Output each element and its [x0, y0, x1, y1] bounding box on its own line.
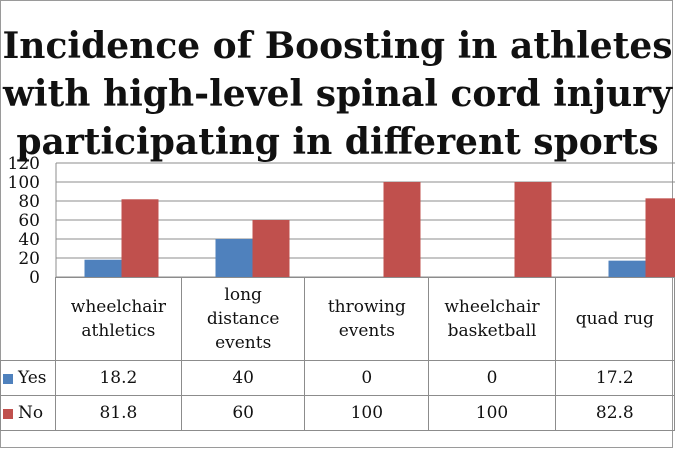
- legend-swatch-no: [3, 408, 13, 419]
- data-label: 18.2: [54, 360, 183, 396]
- legend-label-yes: Yes: [18, 368, 47, 388]
- category-row: wheelchair athletics long distance events t…: [0, 277, 675, 361]
- category-label: wheelchair athletics: [54, 277, 183, 361]
- y-tick-label: 80: [18, 192, 40, 212]
- bar-no: [645, 198, 675, 277]
- category-label: long distance events: [181, 277, 306, 361]
- series-row-yes: Yes 18.2 40 0 0 17.2: [0, 360, 675, 396]
- bar-no: [514, 182, 552, 277]
- bar-no: [383, 182, 421, 277]
- category-label: wheelchair basketball: [428, 277, 556, 361]
- chart-title: Incidence of Boosting in athletes with h…: [0, 22, 675, 166]
- data-label: 40: [181, 360, 306, 396]
- chart-title-line-1: Incidence of Boosting in athletes: [2, 25, 673, 67]
- data-label: 100: [304, 395, 430, 431]
- table-corner: [0, 277, 56, 361]
- legend-entry-no: No: [0, 395, 56, 431]
- y-tick-label: 40: [18, 230, 40, 250]
- bars: [84, 182, 675, 277]
- bar-yes: [215, 239, 253, 277]
- data-label: 100: [428, 395, 556, 431]
- data-label: 0: [304, 360, 430, 396]
- bar-yes: [608, 260, 646, 277]
- category-label: throwing events: [304, 277, 430, 361]
- y-tick-label: 100: [8, 173, 40, 193]
- series-row-no: No 81.8 60 100 100 82.8: [0, 395, 675, 431]
- y-tick-label: 20: [18, 249, 40, 269]
- bar-no: [252, 220, 290, 277]
- bar-no: [121, 199, 159, 277]
- data-label: 82.8: [554, 395, 675, 431]
- legend-swatch-yes: [3, 373, 13, 384]
- data-label: 60: [181, 395, 306, 431]
- data-table: wheelchair athletics long distance events t…: [0, 277, 675, 431]
- legend-label-no: No: [18, 403, 44, 423]
- bar-yes: [84, 259, 122, 277]
- y-tick-label: 120: [8, 154, 40, 174]
- data-label: 17.2: [554, 360, 675, 396]
- y-tick-label: 60: [18, 211, 40, 231]
- category-label: quad rug: [554, 277, 675, 361]
- data-label: 81.8: [54, 395, 183, 431]
- legend-entry-yes: Yes: [0, 360, 56, 396]
- chart-title-line-2: with high-level spinal cord injury: [2, 73, 673, 115]
- chart-title-line-3: participating in different sports: [16, 121, 659, 163]
- data-label: 0: [428, 360, 556, 396]
